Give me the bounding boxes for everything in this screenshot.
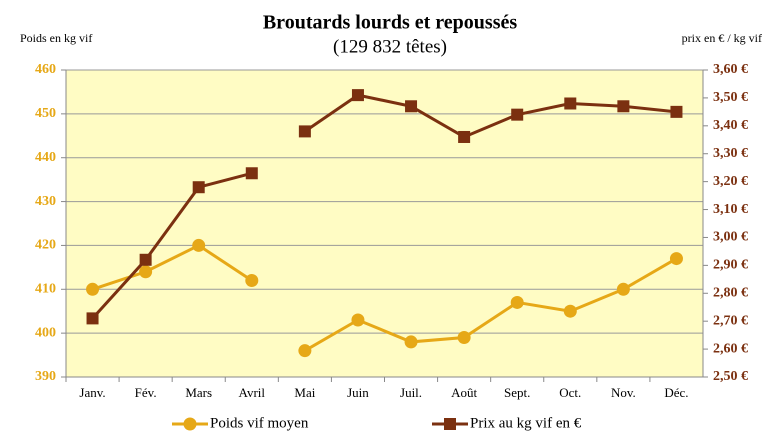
- point: [457, 331, 471, 345]
- y-tick-label: 390: [35, 369, 56, 384]
- point: [351, 89, 364, 102]
- y2-tick-label: 3,10 €: [713, 202, 748, 217]
- point: [245, 274, 259, 288]
- y2-tick-label: 3,60 €: [713, 62, 748, 77]
- point: [669, 252, 683, 266]
- y2-tick-label: 2,60 €: [713, 341, 748, 356]
- point: [510, 295, 524, 309]
- y2-tick-label: 3,50 €: [713, 90, 748, 105]
- point: [444, 418, 456, 430]
- point: [458, 130, 471, 143]
- x-tick-label: Mars: [185, 385, 212, 400]
- x-tick-label: Mai: [294, 385, 315, 400]
- y-tick-label: 400: [35, 325, 56, 340]
- series-line: [304, 93, 677, 139]
- x-tick-label: Juil.: [400, 385, 422, 400]
- x-tick-label: Oct.: [559, 385, 581, 400]
- point: [192, 238, 206, 252]
- point: [511, 108, 524, 121]
- point: [139, 265, 153, 279]
- point: [616, 282, 630, 296]
- y2-tick-label: 2,50 €: [713, 369, 748, 384]
- series-line: [92, 243, 253, 291]
- chart-subtitle: (129 832 têtes): [333, 36, 447, 57]
- chart-title: Broutards lourds et repoussés: [263, 12, 518, 34]
- x-tick-label: Fév.: [135, 385, 157, 400]
- y2-tick-label: 3,00 €: [713, 230, 748, 245]
- point: [351, 313, 365, 327]
- series-line: [304, 257, 678, 352]
- point: [563, 304, 577, 318]
- point: [564, 97, 577, 110]
- y2-tick-label: 2,90 €: [713, 258, 748, 273]
- x-tick-label: Avril: [239, 385, 266, 400]
- x-tick-label: Août: [451, 385, 477, 400]
- y2-tick-label: 2,80 €: [713, 285, 748, 300]
- point: [139, 253, 152, 266]
- x-tick-label: Janv.: [79, 385, 105, 400]
- y2-tick-label: 2,70 €: [713, 313, 748, 328]
- point: [86, 282, 100, 296]
- y-tick-label: 420: [35, 238, 56, 253]
- x-tick-label: Nov.: [611, 385, 636, 400]
- point: [404, 335, 418, 349]
- x-tick-label: Déc.: [664, 385, 688, 400]
- y2-tick-label: 3,40 €: [713, 118, 748, 133]
- y-tick-label: 460: [35, 62, 56, 77]
- y2-tick-label: 3,30 €: [713, 146, 748, 161]
- y2-tick-label: 3,20 €: [713, 174, 748, 189]
- series-line: [91, 171, 253, 320]
- point: [298, 344, 312, 358]
- point: [405, 100, 418, 113]
- point: [670, 105, 683, 118]
- point: [183, 417, 197, 431]
- y2-axis-label: prix en € / kg vif: [682, 31, 762, 45]
- point: [192, 181, 205, 194]
- x-tick-label: Juin: [347, 385, 369, 400]
- legend-label: Poids vif moyen: [210, 415, 309, 431]
- x-tick-label: Sept.: [504, 385, 530, 400]
- point: [245, 167, 258, 180]
- y-tick-label: 410: [35, 282, 56, 297]
- point: [617, 100, 630, 113]
- point: [298, 125, 311, 138]
- y-axis-label: Poids en kg vif: [20, 31, 92, 45]
- y-tick-label: 440: [35, 150, 56, 165]
- y-tick-label: 450: [35, 106, 56, 121]
- y-tick-label: 430: [35, 194, 56, 209]
- legend-label: Prix au kg vif en €: [470, 415, 582, 431]
- point: [86, 312, 99, 325]
